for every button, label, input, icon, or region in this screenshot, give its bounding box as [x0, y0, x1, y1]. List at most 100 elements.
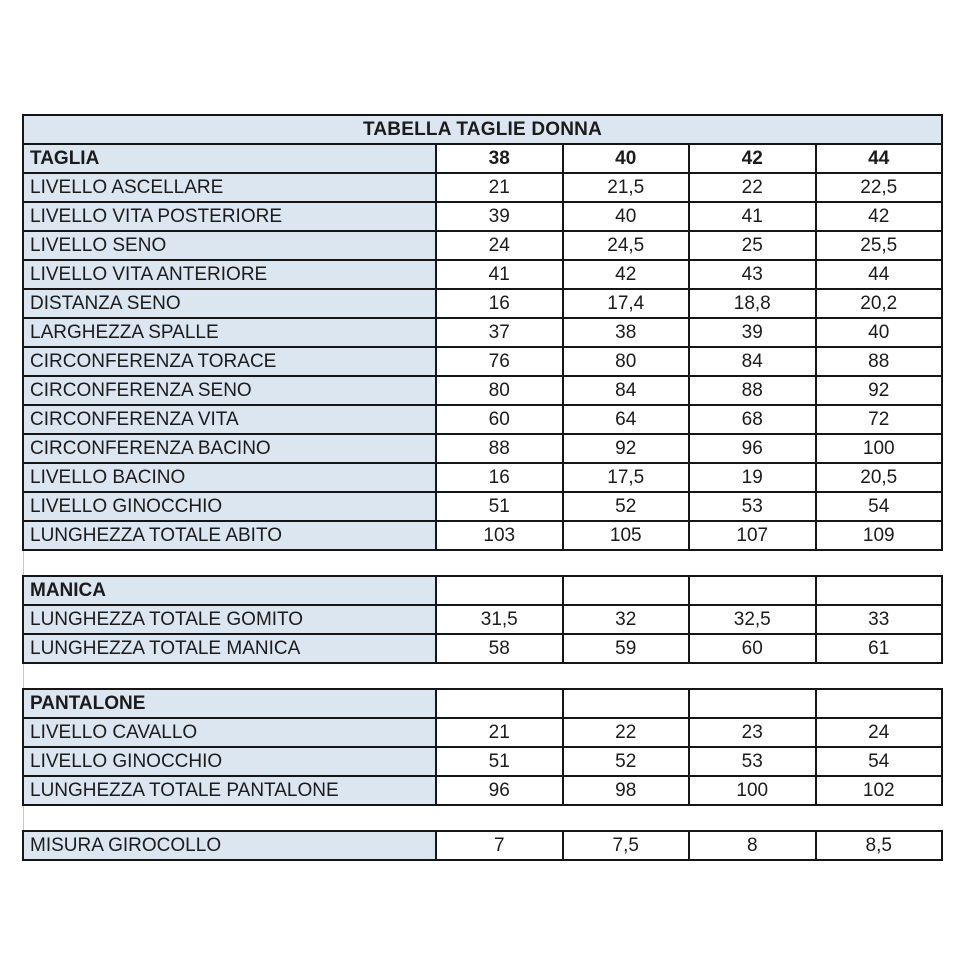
measurement-value: 39: [435, 203, 562, 230]
measurement-value: 24: [435, 232, 562, 259]
row-label: LUNGHEZZA TOTALE PANTALONE: [24, 777, 435, 804]
measurement-value: 38: [561, 319, 688, 346]
measurement-value: 54: [814, 748, 941, 775]
measurement-value: 100: [688, 777, 815, 804]
measurement-value: 31,5: [435, 606, 562, 633]
measurement-value: 32: [561, 606, 688, 633]
table-section-girocollo: MISURA GIROCOLLO 7 7,5 8 8,5: [22, 830, 943, 861]
measurement-value: 109: [814, 522, 941, 549]
measurement-value: 40: [814, 319, 941, 346]
table-row: LIVELLO GINOCCHIO 51 52 53 54: [24, 491, 941, 520]
size-header-row: TAGLIA 38 40 42 44: [24, 143, 941, 172]
measurement-value: 68: [688, 406, 815, 433]
empty-cell: [688, 690, 815, 717]
size-header-cell: 40: [561, 145, 688, 172]
row-label: LIVELLO VITA POSTERIORE: [24, 203, 435, 230]
measurement-value: 44: [814, 261, 941, 288]
section-gap: [23, 806, 943, 830]
measurement-value: 42: [814, 203, 941, 230]
measurement-value: 80: [435, 377, 562, 404]
table-title-row: TABELLA TAGLIE DONNA: [24, 116, 941, 143]
empty-cell: [435, 690, 562, 717]
table-row: CIRCONFERENZA BACINO 88 92 96 100: [24, 433, 941, 462]
row-label: LIVELLO BACINO: [24, 464, 435, 491]
measurement-value: 16: [435, 464, 562, 491]
measurement-value: 54: [814, 493, 941, 520]
row-label: LIVELLO SENO: [24, 232, 435, 259]
row-label: LUNGHEZZA TOTALE ABITO: [24, 522, 435, 549]
measurement-value: 88: [814, 348, 941, 375]
table-row: LIVELLO VITA POSTERIORE 39 40 41 42: [24, 201, 941, 230]
measurement-value: 105: [561, 522, 688, 549]
measurement-value: 102: [814, 777, 941, 804]
measurement-value: 60: [435, 406, 562, 433]
measurement-value: 25,5: [814, 232, 941, 259]
measurement-value: 59: [561, 635, 688, 662]
measurement-value: 23: [688, 719, 815, 746]
row-label: LIVELLO CAVALLO: [24, 719, 435, 746]
measurement-value: 41: [688, 203, 815, 230]
row-label: CIRCONFERENZA VITA: [24, 406, 435, 433]
row-label: CIRCONFERENZA BACINO: [24, 435, 435, 462]
table-row: LARGHEZZA SPALLE 37 38 39 40: [24, 317, 941, 346]
row-label: LUNGHEZZA TOTALE GOMITO: [24, 606, 435, 633]
measurement-value: 24,5: [561, 232, 688, 259]
table-row: LIVELLO ASCELLARE 21 21,5 22 22,5: [24, 172, 941, 201]
measurement-value: 18,8: [688, 290, 815, 317]
table-section-corpo: TABELLA TAGLIE DONNA TAGLIA 38 40 42 44 LIVELL…: [22, 114, 943, 551]
empty-cell: [814, 577, 941, 604]
measurement-value: 21: [435, 174, 562, 201]
measurement-value: 96: [688, 435, 815, 462]
row-label: LIVELLO GINOCCHIO: [24, 748, 435, 775]
measurement-value: 92: [561, 435, 688, 462]
measurement-value: 17,5: [561, 464, 688, 491]
section-gap: [23, 551, 943, 575]
size-header-cell: 44: [814, 145, 941, 172]
table-section-manica: MANICA LUNGHEZZA TOTALE GOMITO 31,5 32 32,5 3…: [22, 575, 943, 664]
section-gap: [23, 664, 943, 688]
measurement-value: 43: [688, 261, 815, 288]
measurement-value: 40: [561, 203, 688, 230]
table-row: LUNGHEZZA TOTALE ABITO 103 105 107 109: [24, 520, 941, 549]
section-header-manica: MANICA: [24, 577, 435, 604]
row-label: LIVELLO GINOCCHIO: [24, 493, 435, 520]
measurement-value: 51: [435, 748, 562, 775]
measurement-value: 19: [688, 464, 815, 491]
measurement-value: 24: [814, 719, 941, 746]
table-title: TABELLA TAGLIE DONNA: [24, 116, 941, 143]
table-row: CIRCONFERENZA VITA 60 64 68 72: [24, 404, 941, 433]
empty-cell: [561, 577, 688, 604]
measurement-value: 84: [561, 377, 688, 404]
measurement-value: 17,4: [561, 290, 688, 317]
measurement-value: 60: [688, 635, 815, 662]
measurement-value: 22: [561, 719, 688, 746]
measurement-value: 39: [688, 319, 815, 346]
empty-cell: [435, 577, 562, 604]
size-header-cell: 38: [435, 145, 562, 172]
table-row: LIVELLO SENO 24 24,5 25 25,5: [24, 230, 941, 259]
section-header-pantalone: PANTALONE: [24, 690, 435, 717]
table-row: CIRCONFERENZA TORACE 76 80 84 88: [24, 346, 941, 375]
measurement-value: 88: [688, 377, 815, 404]
measurement-value: 72: [814, 406, 941, 433]
measurement-value: 96: [435, 777, 562, 804]
measurement-value: 51: [435, 493, 562, 520]
row-label: LUNGHEZZA TOTALE MANICA: [24, 635, 435, 662]
measurement-value: 8,5: [814, 832, 941, 859]
measurement-value: 22: [688, 174, 815, 201]
table-row: LUNGHEZZA TOTALE MANICA 58 59 60 61: [24, 633, 941, 662]
measurement-value: 16: [435, 290, 562, 317]
measurement-value: 32,5: [688, 606, 815, 633]
measurement-value: 21,5: [561, 174, 688, 201]
row-label: LIVELLO ASCELLARE: [24, 174, 435, 201]
measurement-value: 8: [688, 832, 815, 859]
table-row: LIVELLO BACINO 16 17,5 19 20,5: [24, 462, 941, 491]
size-header-cell: 42: [688, 145, 815, 172]
section-header-row: PANTALONE: [24, 690, 941, 717]
table-row: LIVELLO GINOCCHIO 51 52 53 54: [24, 746, 941, 775]
measurement-value: 7,5: [561, 832, 688, 859]
table-row: LUNGHEZZA TOTALE GOMITO 31,5 32 32,5 33: [24, 604, 941, 633]
measurement-value: 84: [688, 348, 815, 375]
row-label: LIVELLO VITA ANTERIORE: [24, 261, 435, 288]
measurement-value: 53: [688, 748, 815, 775]
